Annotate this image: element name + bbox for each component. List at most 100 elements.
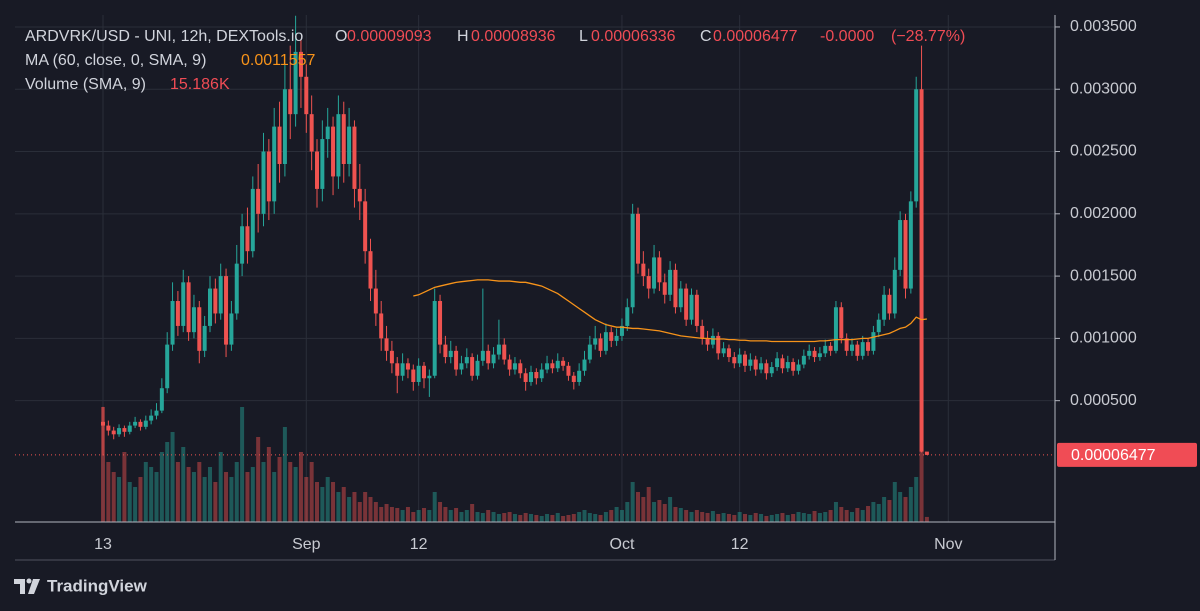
candle-body [496,344,501,355]
volume-bar [181,447,186,522]
candle-body [662,282,667,295]
volume-bar [866,506,871,522]
change: -0.0000 [820,28,874,45]
ohlc-value: 0.00006336 [591,28,676,45]
candle-body [582,359,587,371]
volume-bar [229,477,234,522]
candle-body [191,307,196,333]
ma-legend: MA (60, close, 0, SMA, 9) [25,52,206,69]
candle-body [619,325,624,336]
last-price-box [1057,442,1197,467]
volume-bar [400,510,405,522]
candle-body [785,362,790,369]
candle-body [315,151,319,189]
candle-body [839,307,844,339]
candle-body [438,301,443,345]
candle-body [159,388,164,411]
ohlc-label: O [335,28,347,45]
y-tick-label: 0.001500 [1070,267,1137,284]
y-tick-label: 0.003000 [1070,80,1137,97]
candle-body [202,325,207,351]
candle-body [903,220,908,289]
volume-bar [336,492,341,522]
candle-body [352,126,357,189]
candle-body [272,126,277,202]
candle-body [427,375,432,379]
volume-bar [700,512,705,522]
volume-legend: Volume (SMA, 9) [25,76,146,93]
plot-area [15,15,1055,522]
ohlc-label: H [457,28,469,45]
volume-bar [764,516,769,522]
candle-body [175,301,180,326]
candle-body [823,345,828,354]
candle-body [710,335,715,345]
candle-body [737,354,742,364]
volume-bar [101,407,105,522]
ohlc-value: 0.00009093 [347,28,432,45]
candle-body [512,363,517,370]
candle-body [566,365,571,376]
volume-bar [673,507,678,522]
volume-bar [111,472,116,522]
ohlc-label: L [579,28,588,45]
candle-body [914,89,919,202]
candle-body [743,354,747,366]
volume-bar [726,514,731,522]
logo-mark [28,579,40,594]
candle-body [571,375,576,382]
candle-body [186,282,191,333]
candle-body [657,257,662,283]
volume-bar [529,514,533,522]
y-tick-label: 0.003500 [1070,18,1137,35]
volume-bar [833,502,838,522]
ma-line [413,279,927,343]
candle-body [133,421,138,426]
candle-body [245,226,250,252]
volume-bar [908,487,913,522]
candle-body [229,313,234,345]
volume-bar [812,511,817,522]
candle-body [266,151,271,202]
candle-body [197,307,202,351]
volume-bar [871,502,876,522]
volume-bar [288,462,293,522]
volume-bar [534,515,539,522]
volume-bar [823,512,828,522]
candle-body [470,357,475,376]
volume-bar [577,512,582,522]
candle-body [684,288,689,320]
candle-body [224,276,229,345]
candle-body [716,335,721,354]
volume-bar [721,513,726,522]
x-tick-label: 12 [731,536,749,553]
volume-bar [491,512,496,522]
volume-bar [545,514,550,522]
candle-body [464,357,469,364]
candle-body [871,332,876,351]
volume-bar [555,513,560,522]
ohlc-label: C [700,28,712,45]
candle-body [122,428,127,432]
volume-bar [443,507,448,522]
candle-body [486,350,491,364]
volume-bar [887,500,892,522]
volume-bar [625,502,630,522]
candle-body [502,344,507,360]
candle-body [534,372,539,379]
candle-body [764,363,769,374]
candle-body [357,188,362,202]
candle-body [288,89,293,115]
candle-body [919,89,924,452]
candle-body [389,350,394,364]
candle-body [154,410,159,416]
volume-bar [411,512,416,522]
volume-bar [202,477,207,522]
volume-bar [448,510,453,522]
volume-bar [256,437,261,522]
volume-bar [662,504,667,522]
volume-bar [272,472,277,522]
volume-bar [405,507,410,522]
volume-bar [384,504,389,522]
